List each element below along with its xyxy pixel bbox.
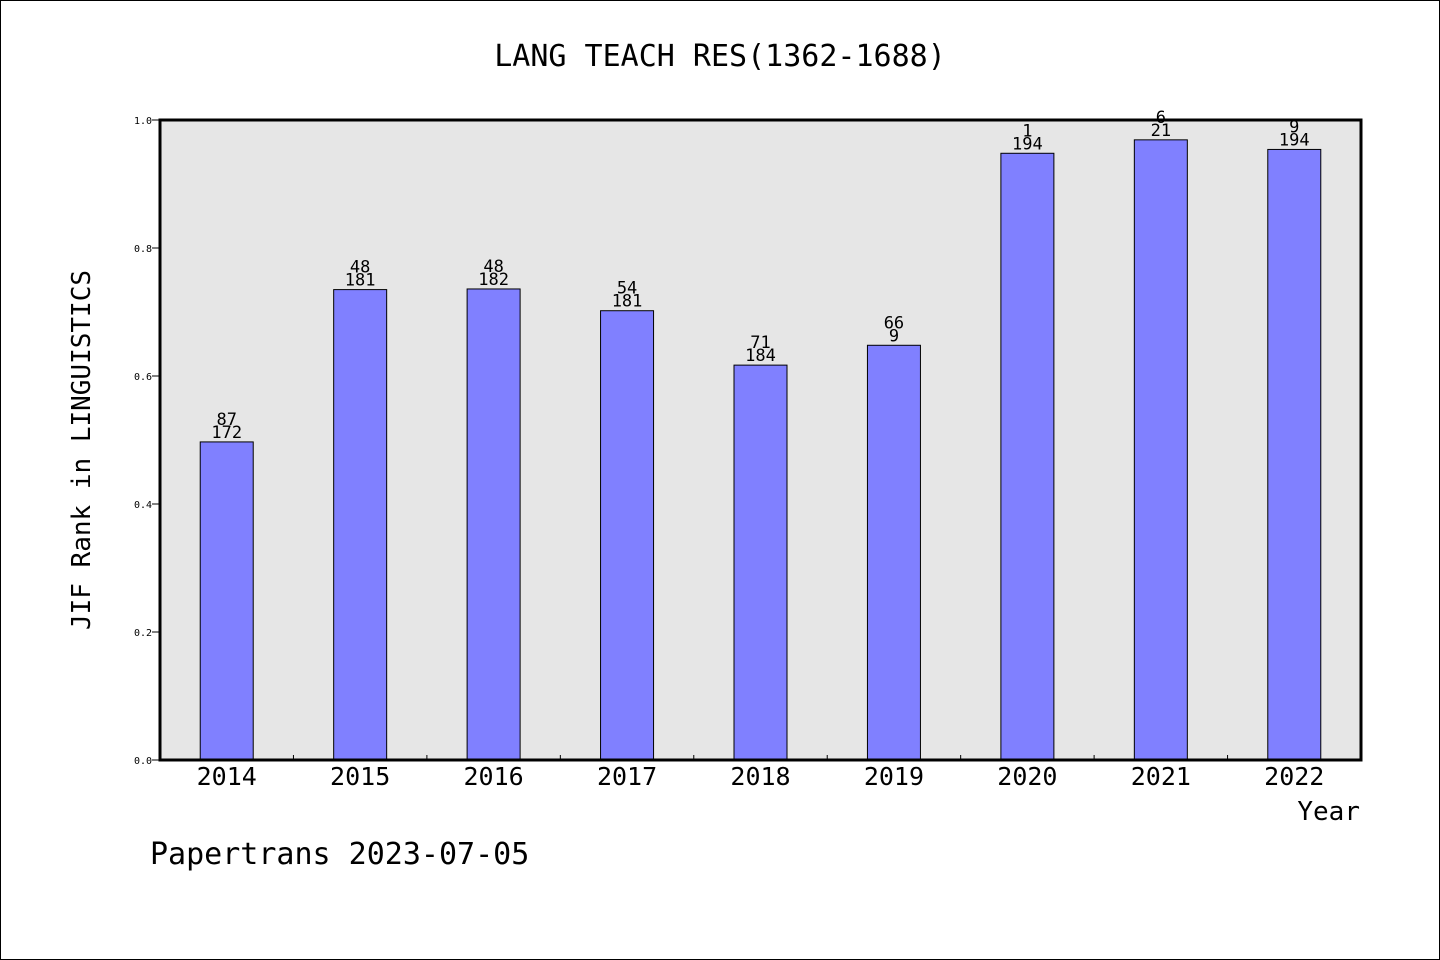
x-tick-label: 2020 xyxy=(997,762,1057,791)
chart-title: LANG TEACH RES(1362-1688) xyxy=(494,39,946,74)
x-tick-label: 2016 xyxy=(464,762,524,791)
bar-2020 xyxy=(1000,152,1055,761)
bar-2018 xyxy=(733,364,788,761)
bar-2016 xyxy=(466,288,521,761)
y-tick-label: 0.2 xyxy=(134,628,152,639)
bar-label-top: 87 xyxy=(216,410,236,430)
plot-border xyxy=(158,118,1363,762)
bar-label-top: 1 xyxy=(1022,121,1032,141)
bar-label-top: 9 xyxy=(1289,117,1299,137)
bar-label-top: 48 xyxy=(350,258,370,278)
x-tick-label: 2022 xyxy=(1264,762,1324,791)
bar-2017 xyxy=(600,310,655,761)
bar-2015 xyxy=(333,289,388,761)
bar-2022 xyxy=(1267,148,1322,761)
x-tick-label: 2014 xyxy=(197,762,257,791)
footer-credit: Papertrans 2023-07-05 xyxy=(150,837,529,872)
x-tick-labels: 2014 2015 2016 2017 2018 2019 2020 2021 2022 xyxy=(197,762,1325,791)
y-tick-label: 0.0 xyxy=(134,756,152,767)
y-tick-label: 0.8 xyxy=(134,244,152,255)
x-tick-label: 2017 xyxy=(597,762,657,791)
bar-label-top: 54 xyxy=(617,279,637,299)
bar-label-bottom: 182 xyxy=(478,270,509,290)
bar-label-bottom: 21 xyxy=(1151,121,1171,141)
bar-label-bottom: 184 xyxy=(745,346,776,366)
bar-label-top: 6 xyxy=(1156,108,1166,128)
bar-2014 xyxy=(199,441,254,761)
x-tick-label: 2015 xyxy=(330,762,390,791)
bar-2021 xyxy=(1133,139,1188,761)
bar-label-bottom: 172 xyxy=(211,423,242,443)
bar-2019 xyxy=(866,344,921,761)
bar-label-bottom: 181 xyxy=(612,292,643,312)
bar-label-top: 48 xyxy=(483,257,503,277)
bar-label-top: 66 xyxy=(884,313,904,333)
bar-label-top: 71 xyxy=(750,333,770,353)
bars xyxy=(199,139,1322,761)
y-axis-label: JIF Rank in LINGUISTICS xyxy=(67,270,97,630)
y-tick-labels: 0.0 0.2 0.4 0.6 0.8 1.0 xyxy=(134,116,152,767)
y-tick-label: 0.4 xyxy=(134,500,152,511)
x-tick-label: 2021 xyxy=(1131,762,1191,791)
y-tick-label: 1.0 xyxy=(134,116,152,127)
bar-label-bottom: 194 xyxy=(1279,130,1310,150)
x-tick-label: 2018 xyxy=(730,762,790,791)
x-axis-label: Year xyxy=(1297,797,1360,827)
y-tick-label: 0.6 xyxy=(134,372,152,383)
x-tick-label: 2019 xyxy=(864,762,924,791)
bar-label-bottom: 9 xyxy=(889,326,899,346)
bar-label-bottom: 194 xyxy=(1012,134,1043,154)
bar-label-bottom: 181 xyxy=(345,271,376,291)
